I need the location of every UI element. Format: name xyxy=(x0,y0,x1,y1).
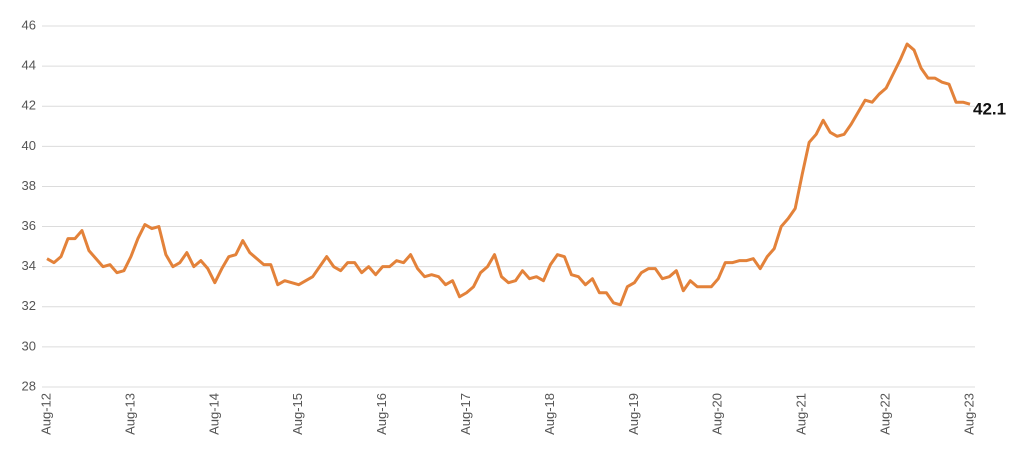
y-tick-label: 34 xyxy=(22,258,36,273)
x-tick-label: Aug-13 xyxy=(122,393,137,435)
x-tick-label: Aug-15 xyxy=(290,393,305,435)
y-tick-label: 38 xyxy=(22,178,36,193)
y-tick-label: 44 xyxy=(22,58,36,73)
x-tick-label: Aug-20 xyxy=(710,393,725,435)
x-tick-label: Aug-19 xyxy=(626,393,641,435)
x-tick-label: Aug-12 xyxy=(38,393,53,435)
x-tick-label: Aug-18 xyxy=(542,393,557,435)
data-line xyxy=(46,42,971,307)
y-tick-label: 30 xyxy=(22,338,36,353)
y-tick-label: 40 xyxy=(22,138,36,153)
y-tick-label: 42 xyxy=(22,98,36,113)
y-tick-label: 28 xyxy=(22,378,36,393)
x-tick-label: Aug-16 xyxy=(374,393,389,435)
x-tick-label: Aug-17 xyxy=(458,393,473,435)
y-tick-label: 46 xyxy=(22,17,36,32)
end-value-label: 42.1 xyxy=(973,100,1006,119)
x-tick-label: Aug-22 xyxy=(878,393,893,435)
y-tick-label: 36 xyxy=(22,218,36,233)
x-tick-label: Aug-21 xyxy=(794,393,809,435)
x-tick-label: Aug-23 xyxy=(961,393,976,435)
x-tick-label: Aug-14 xyxy=(206,393,221,435)
y-tick-label: 32 xyxy=(22,298,36,313)
